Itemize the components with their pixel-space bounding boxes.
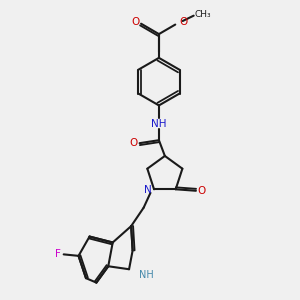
Text: O: O: [130, 138, 138, 148]
Text: O: O: [180, 17, 188, 28]
Text: NH: NH: [139, 270, 153, 280]
Text: F: F: [56, 249, 61, 259]
Text: O: O: [198, 186, 206, 196]
Text: NH: NH: [151, 119, 167, 129]
Text: CH₃: CH₃: [195, 10, 211, 19]
Text: N: N: [144, 185, 152, 195]
Text: O: O: [131, 17, 139, 27]
